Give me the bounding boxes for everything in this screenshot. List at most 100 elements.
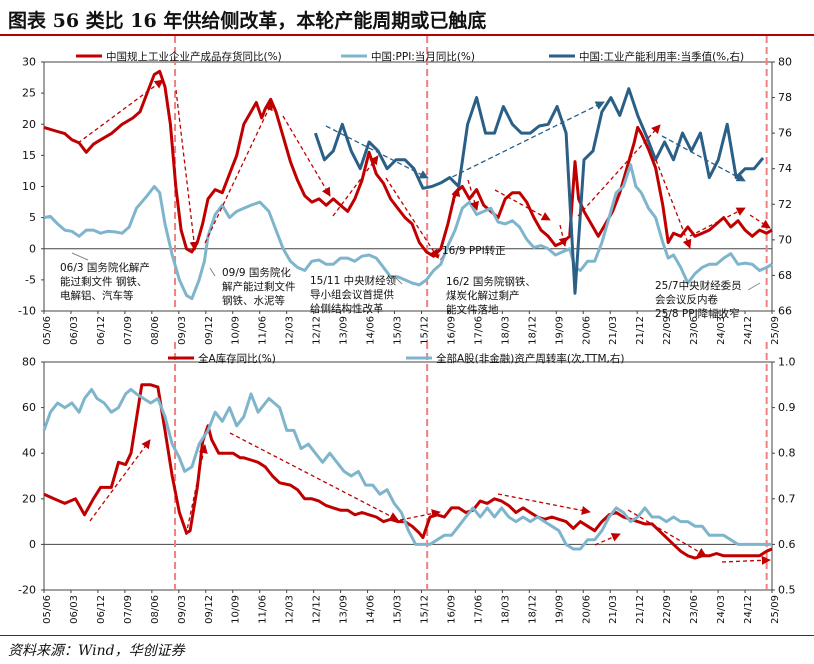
- panel1-x-tick-label: 19/09: [554, 316, 565, 345]
- annotation-text: 给侧结构性改革: [310, 302, 384, 315]
- callout-pointer: [394, 276, 403, 285]
- panel2-x-tick-label: 16/09: [446, 595, 457, 624]
- trend-arrow-red: [175, 89, 199, 251]
- panel2-right-tick-label: 0.9: [778, 401, 796, 414]
- annotation-text: 25/7中央财经委员: [655, 279, 742, 292]
- trend-arrow-red: [558, 224, 568, 247]
- panel2-x-tick-label: 11/06: [258, 595, 269, 624]
- trend-arrow-red: [721, 555, 771, 565]
- callout-pointer: [439, 253, 446, 261]
- panel1-left-tick-label: 5: [29, 211, 36, 224]
- panel1-series-line-3: [313, 87, 765, 295]
- callout-pointer: [71, 252, 89, 261]
- title-rule: [0, 34, 814, 36]
- panel1-x-tick-label: 24/12: [743, 316, 754, 345]
- panel2-x-tick-label: 13/09: [339, 595, 350, 624]
- panel2-right-tick-label: 0.6: [778, 538, 796, 551]
- annotation-text: 会会议反内卷: [655, 293, 718, 306]
- trend-arrow-red: [89, 439, 151, 522]
- panel2-x-tick-label: 09/12: [204, 595, 215, 624]
- trend-arrow-red: [655, 159, 692, 249]
- panel1-x-tick-label: 09/03: [177, 316, 188, 345]
- panel2-x-tick-label: 12/12: [312, 595, 323, 624]
- annotation-text: 06/3 国务院化解产: [60, 261, 150, 274]
- panel1-x-tick-label: 06/12: [96, 316, 107, 345]
- panel1-right-tick-label: 66: [778, 305, 792, 318]
- trend-arrow-red: [229, 432, 399, 521]
- panel2-x-tick-label: 09/03: [177, 595, 188, 624]
- panel1-x-tick-label: 13/09: [339, 316, 350, 345]
- panel2-legend-label: 全A库存同比(%): [198, 352, 276, 365]
- panel1-x-tick-label: 18/03: [500, 316, 511, 345]
- panel1-left-tick-label: 25: [22, 87, 36, 100]
- panel1-x-tick-label: 22/09: [662, 316, 673, 345]
- title-bar: 图表 56 类比 16 年供给侧改革，本轮产能周期或已触底: [0, 0, 814, 36]
- annotation-text: 导小组会议首提供: [310, 288, 394, 301]
- panel2-x-tick-label: 18/03: [500, 595, 511, 624]
- panel1-x-tick-label: 07/09: [123, 316, 134, 345]
- annotation-text: 09/9 国务院化: [222, 266, 291, 279]
- panel2-x-tick-label: 14/06: [366, 595, 377, 624]
- annotation-text: 电解铝、汽车等: [60, 289, 134, 302]
- panel2-left-tick-label: 80: [22, 356, 36, 369]
- panel1-legend-label: 中国:工业产能利用率:当季值(%,右): [579, 50, 744, 63]
- trend-arrow-red: [689, 207, 746, 237]
- panel2-x-tick-label: 06/03: [69, 595, 80, 624]
- trend-arrow-blue: [325, 125, 429, 179]
- panel1-x-tick-label: 23/06: [689, 316, 700, 345]
- trend-arrow-red: [77, 79, 164, 144]
- trend-arrow-red: [332, 155, 379, 217]
- source-note: 资料来源：Wind，华创证券: [8, 643, 185, 659]
- annotation-text: 25/8 PPI降幅收窄: [655, 307, 740, 320]
- panel1-x-tick-label: 21/12: [635, 316, 646, 345]
- panel1-x-tick-label: 15/03: [393, 316, 404, 345]
- annotation-text: 煤炭化解过剩产: [446, 289, 520, 302]
- panel2-x-tick-label: 06/12: [96, 595, 107, 624]
- panel2-x-tick-label: 24/03: [716, 595, 727, 624]
- panel2-left-tick-label: 20: [22, 492, 36, 505]
- panel1-legend-label: 中国规上工业企业产成品存货同比(%): [106, 50, 282, 63]
- callout-pointer: [209, 267, 216, 277]
- annotation-text: 能过剩文件 钢铁、: [60, 275, 147, 288]
- panel1-x-tick-label: 24/03: [716, 316, 727, 345]
- callout-pointer: [747, 282, 761, 291]
- panel1-left-tick-label: 0: [29, 242, 36, 255]
- trend-arrow-red: [594, 533, 621, 546]
- panel2-series-line-1: [43, 383, 773, 560]
- panel1-x-tick-label: 15/12: [419, 316, 430, 345]
- panel1-x-tick-label: 16/09: [446, 316, 457, 345]
- panel1-left-tick-label: -10: [18, 305, 36, 318]
- panel1-x-tick-label: 12/03: [285, 316, 296, 345]
- annotation-text: 15/11 中央财经领: [310, 274, 397, 287]
- panel2-left-tick-label: 60: [22, 401, 36, 414]
- panel1-x-tick-label: 10/09: [231, 316, 242, 345]
- panel2-series-line-2: [42, 387, 772, 551]
- panel1-x-tick-label: 12/12: [312, 316, 323, 345]
- panel1-left-tick-label: -5: [25, 273, 36, 286]
- panel2-right-tick-label: 0.5: [778, 584, 796, 597]
- panel1-x-tick-label: 05/06: [42, 316, 53, 345]
- panel1-series-line-2: [43, 163, 773, 301]
- panel2-x-tick-label: 18/12: [527, 595, 538, 624]
- panel1-right-tick-label: 68: [778, 269, 792, 282]
- annotation-text: 16/9 PPI转正: [442, 244, 506, 257]
- trend-arrow-red: [627, 509, 707, 557]
- panel2-x-tick-label: 15/12: [419, 595, 430, 624]
- panel1-left-tick-label: 30: [22, 56, 36, 69]
- annotation-text: 能文件落地: [446, 303, 499, 316]
- panel2-legend-label: 全部A股(非金融)资产周转率(次,TTM,右): [436, 352, 624, 365]
- panel2-right-tick-label: 0.8: [778, 447, 796, 460]
- panel1-right-tick-label: 78: [778, 91, 792, 104]
- trend-arrow-red: [437, 187, 461, 259]
- trend-arrow-red: [385, 177, 439, 259]
- panel1-right-tick-label: 76: [778, 127, 792, 140]
- panel2-x-tick-label: 07/09: [123, 595, 134, 624]
- panel2-x-tick-label: 21/12: [635, 595, 646, 624]
- panel2-right-tick-label: 1.0: [778, 356, 796, 369]
- panel2-x-tick-label: 24/12: [743, 595, 754, 624]
- chart-title: 图表 56 类比 16 年供给侧改革，本轮产能周期或已触底: [8, 10, 487, 32]
- panel1-x-tick-label: 17/06: [473, 316, 484, 345]
- source-rule: [0, 635, 814, 636]
- panel2-x-tick-label: 20/06: [581, 595, 592, 624]
